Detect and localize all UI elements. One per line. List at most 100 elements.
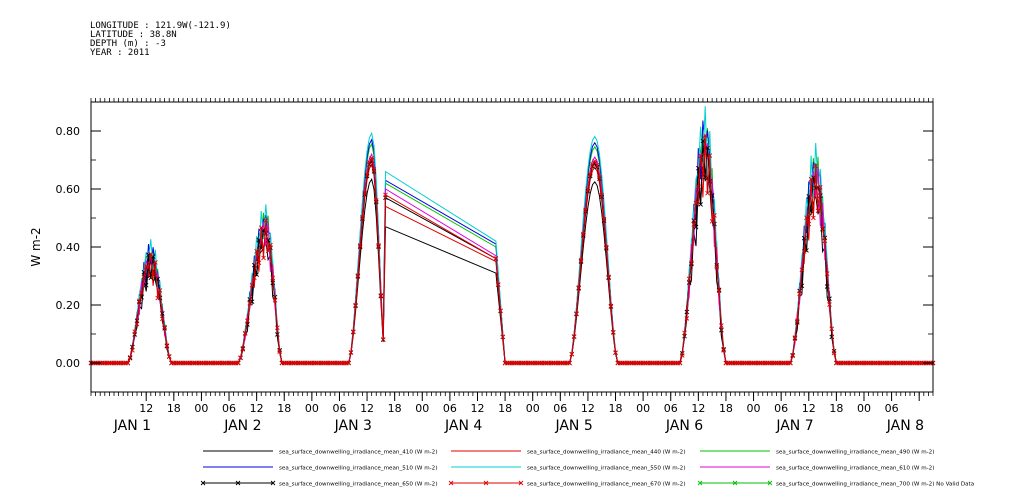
- series-marker: [125, 360, 131, 366]
- longitude-label: LONGITUDE : 121.9W(-121.9): [90, 21, 231, 31]
- series-marker: [143, 282, 149, 288]
- plot-area: [88, 106, 936, 366]
- legend-label: sea_surface_downwelling_irradiance_mean_…: [527, 466, 685, 472]
- series-marker: [249, 299, 255, 305]
- legend-label: sea_surface_downwelling_irradiance_mean_…: [527, 450, 685, 456]
- legend-label: sea_surface_downwelling_irradiance_mean_…: [279, 450, 437, 456]
- x-tick-label: 12: [250, 402, 264, 415]
- depth-label: DEPTH (m) : -3: [90, 39, 166, 49]
- series-line: [91, 166, 933, 364]
- series-marker: [716, 288, 722, 294]
- x-tick-label: 06: [332, 402, 346, 415]
- series-marker: [590, 162, 595, 167]
- series-marker: [261, 255, 266, 261]
- x-tick-label: 18: [829, 402, 843, 415]
- series-marker: [567, 360, 572, 366]
- series-marker: [378, 293, 384, 298]
- series-line: [91, 143, 933, 364]
- series-marker: [808, 176, 814, 182]
- series-marker: [376, 243, 381, 248]
- x-day-label: JAN 4: [444, 418, 482, 434]
- x-tick-label: 12: [360, 402, 374, 415]
- series-marker: [677, 360, 683, 366]
- series-marker: [689, 260, 694, 265]
- series-marker: [249, 282, 255, 288]
- x-tick-label: 12: [802, 402, 816, 415]
- y-tick-label: 0.20: [56, 299, 81, 312]
- series-marker: [371, 167, 377, 172]
- x-tick-label: 12: [470, 402, 484, 415]
- series-marker: [159, 316, 165, 322]
- y-tick-label: 0.40: [56, 241, 81, 254]
- year-label: YEAR : 2011: [90, 48, 150, 58]
- series-marker: [794, 318, 800, 324]
- series-marker: [367, 160, 372, 165]
- x-tick-label: 00: [747, 402, 761, 415]
- x-day-label: JAN 8: [886, 418, 924, 434]
- x-tick-label: 00: [526, 402, 540, 415]
- series-marker: [806, 221, 812, 227]
- series-marker: [686, 276, 692, 282]
- series-marker: [247, 301, 253, 306]
- series-marker: [150, 273, 156, 278]
- series-marker: [608, 303, 614, 309]
- x-tick-label: 12: [581, 402, 595, 415]
- series-marker: [815, 208, 821, 214]
- x-tick-label: 06: [885, 402, 899, 415]
- series-marker: [827, 302, 832, 307]
- series-marker: [714, 264, 720, 270]
- series-marker: [270, 275, 276, 281]
- x-tick-label: 18: [388, 402, 402, 415]
- series-marker: [601, 216, 607, 222]
- series-marker: [702, 133, 708, 138]
- x-tick-label: 06: [774, 402, 788, 415]
- legend-marker: [732, 480, 738, 486]
- series-marker: [719, 323, 724, 328]
- series-marker: [362, 190, 368, 196]
- x-tick-label: 00: [857, 402, 871, 415]
- x-tick-label: 00: [305, 402, 319, 415]
- series-marker: [355, 273, 361, 278]
- series-marker: [801, 249, 807, 254]
- series-marker: [574, 311, 579, 316]
- series-marker: [822, 238, 828, 244]
- series-marker: [348, 350, 354, 355]
- series-marker: [820, 225, 825, 231]
- series-marker: [613, 350, 618, 355]
- series-marker: [360, 214, 365, 220]
- series-marker: [254, 248, 259, 254]
- x-tick-label: 18: [609, 402, 623, 415]
- latitude-label: LATITUDE : 38.8N: [90, 30, 177, 40]
- series-marker: [500, 334, 506, 340]
- x-tick-label: 00: [636, 402, 650, 415]
- x-day-label: JAN 1: [113, 418, 151, 434]
- x-tick-label: 06: [443, 402, 457, 415]
- y-tick-label: 0.00: [56, 357, 81, 370]
- series-marker: [265, 248, 271, 254]
- series-marker: [583, 207, 588, 213]
- series-marker: [569, 351, 575, 357]
- series-marker: [254, 272, 259, 277]
- x-tick-label: 18: [719, 402, 733, 415]
- series-marker: [146, 265, 151, 270]
- series-marker: [709, 219, 715, 224]
- x-tick-label: 06: [553, 402, 567, 415]
- legend-marker: [235, 480, 241, 486]
- series-marker: [364, 171, 370, 177]
- series-marker: [599, 192, 605, 198]
- series-marker: [148, 251, 154, 257]
- series-marker: [610, 329, 616, 335]
- series-marker: [275, 325, 280, 331]
- series-marker: [829, 326, 835, 332]
- legend-label: sea_surface_downwelling_irradiance_mean_…: [279, 466, 437, 472]
- series-marker: [155, 295, 161, 301]
- series-marker: [268, 242, 273, 248]
- series-marker: [707, 153, 713, 158]
- x-tick-label: 18: [498, 402, 512, 415]
- series-marker: [493, 256, 499, 261]
- series-marker: [792, 335, 798, 340]
- legend-label: sea_surface_downwelling_irradiance_mean_…: [776, 450, 934, 456]
- x-tick-label: 12: [139, 402, 153, 415]
- series-marker: [157, 288, 163, 293]
- series-marker: [238, 355, 243, 360]
